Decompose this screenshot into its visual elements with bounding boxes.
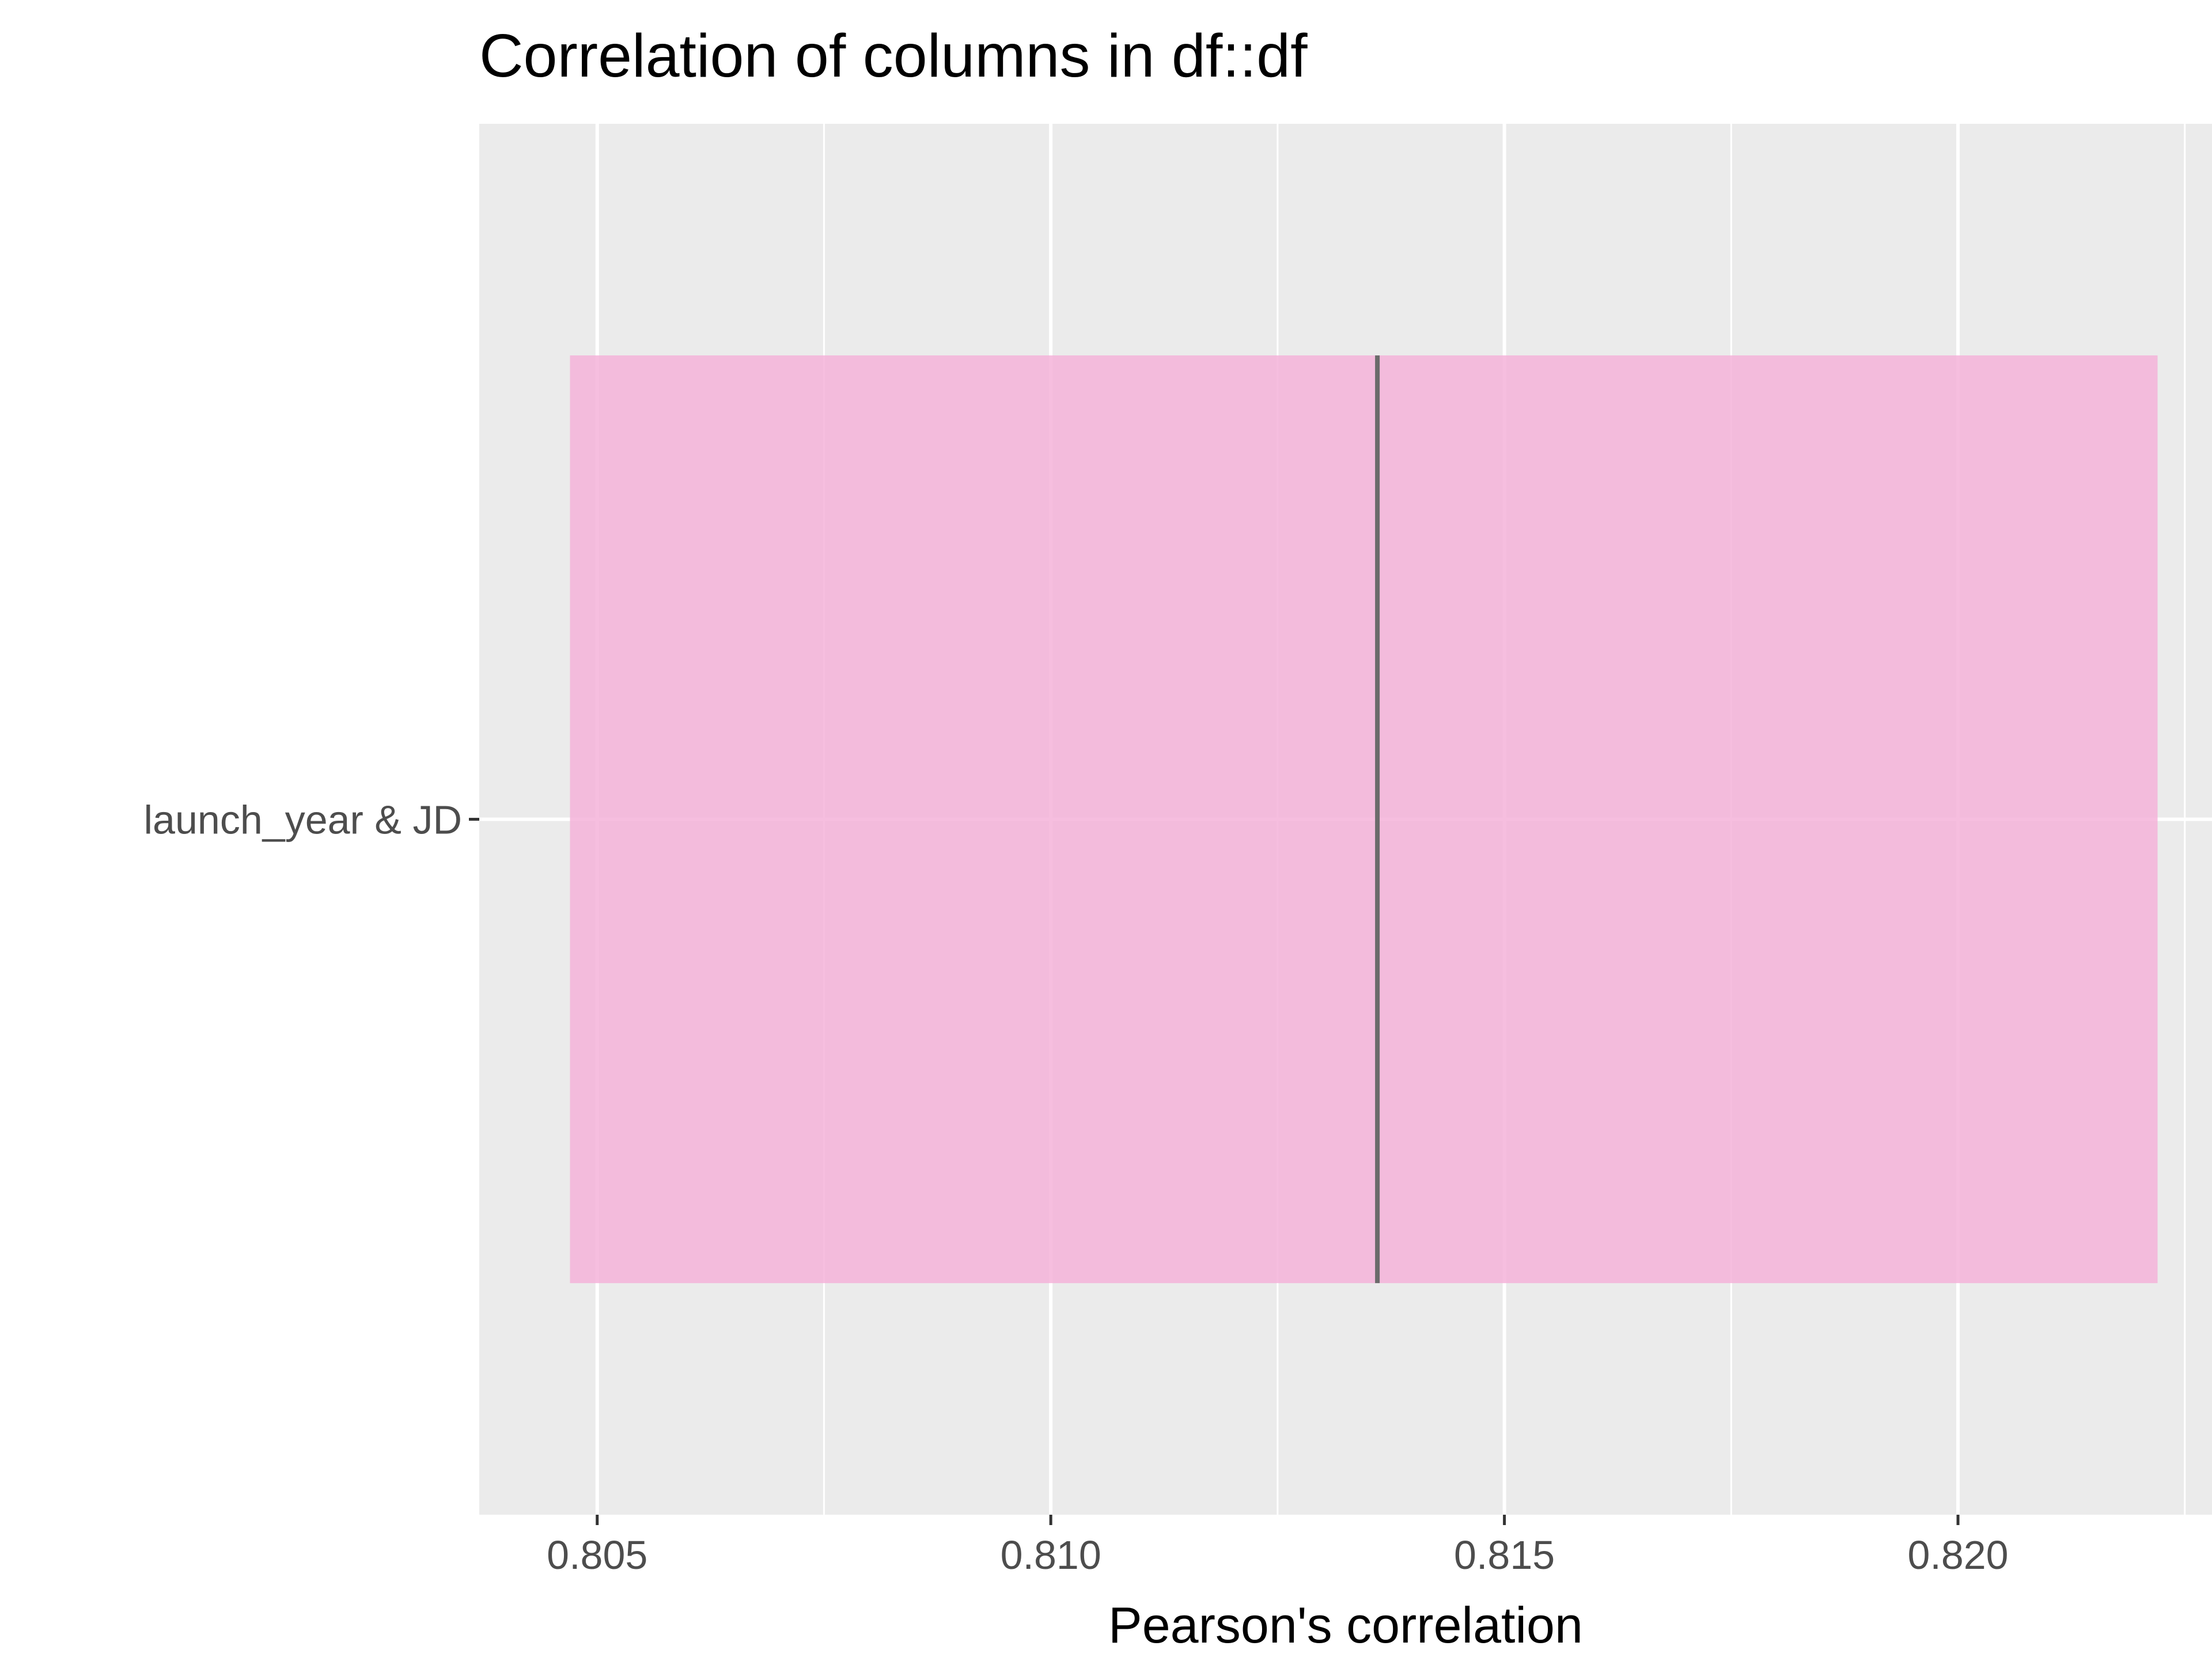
data-marks [570,355,2158,1283]
x-axis-title: Pearson's correlation [1108,1596,1583,1654]
x-tick-label: 0.805 [547,1533,647,1577]
axes: 0.805 0.810 0.815 0.820 launch_year & JD [143,798,2008,1578]
x-tick-label: 0.815 [1454,1533,1555,1577]
confidence-interval-bar [570,355,2158,1283]
y-tick-label: launch_year & JD [143,798,462,843]
x-tick-label: 0.810 [1001,1533,1101,1577]
chart-title: Correlation of columns in df::df [479,22,1308,90]
x-tick-label: 0.820 [1907,1533,2008,1577]
